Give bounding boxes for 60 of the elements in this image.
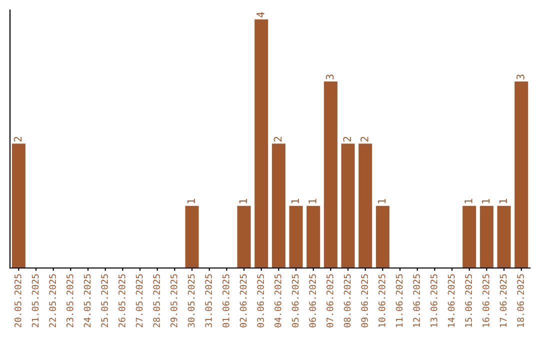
x-tick-label: 02.06.2025 xyxy=(240,274,247,328)
x-tick-label: 30.05.2025 xyxy=(188,274,195,328)
x-tick-label: 18.06.2025 xyxy=(517,274,524,327)
data-label: 1 xyxy=(308,198,316,204)
x-tick-label: 09.06.2025 xyxy=(361,274,368,328)
data-label: 3 xyxy=(326,74,334,80)
bar xyxy=(514,81,528,268)
x-tick-label: 06.06.2025 xyxy=(309,274,316,328)
x-tick-label: 16.06.2025 xyxy=(482,274,490,327)
data-label: 1 xyxy=(378,198,386,204)
bar xyxy=(358,144,372,268)
data-label: 2 xyxy=(360,136,368,142)
x-tick-label: 08.06.2025 xyxy=(344,274,351,328)
x-tick-label: 04.06.2025 xyxy=(274,274,282,328)
bar xyxy=(254,19,268,268)
x-tick-label: 07.06.2025 xyxy=(326,274,334,328)
data-label: 2 xyxy=(274,136,282,142)
x-tick-label: 11.06.2025 xyxy=(396,274,403,327)
data-label: 1 xyxy=(499,198,507,204)
data-label: 1 xyxy=(464,198,472,204)
x-tick-label: 14.06.2025 xyxy=(448,274,455,327)
x-tick-label: 20.05.2025 xyxy=(14,274,22,328)
data-label: 1 xyxy=(239,198,247,204)
x-tick-label: 31.05.2025 xyxy=(205,274,212,328)
bar xyxy=(497,206,511,268)
data-label: 2 xyxy=(14,136,22,142)
data-label: 2 xyxy=(343,136,351,142)
x-tick-label: 21.05.2025 xyxy=(32,274,39,328)
x-tick-label: 25.05.2025 xyxy=(101,274,108,328)
x-tick-label: 05.06.2025 xyxy=(292,274,299,328)
x-tick-label: 26.05.2025 xyxy=(118,274,126,328)
x-tick-label: 15.06.2025 xyxy=(465,274,472,327)
data-label: 3 xyxy=(516,74,524,80)
x-tick-label: 13.06.2025 xyxy=(430,274,438,327)
bar xyxy=(480,206,494,268)
x-tick-label: 29.05.2025 xyxy=(170,274,178,328)
bar xyxy=(306,206,320,268)
bar xyxy=(376,206,390,268)
bar xyxy=(237,206,251,268)
x-tick-label: 24.05.2025 xyxy=(84,274,91,328)
bar xyxy=(272,144,286,268)
data-label: 1 xyxy=(482,198,490,204)
bar xyxy=(462,206,476,268)
x-tick-label: 17.06.2025 xyxy=(500,274,507,327)
x-tick-label: 22.05.2025 xyxy=(49,274,56,328)
bar xyxy=(324,81,338,268)
x-tick-label: 01.06.2025 xyxy=(222,274,230,328)
bar xyxy=(341,144,355,268)
x-tick-label: 12.06.2025 xyxy=(413,274,420,327)
data-label: 4 xyxy=(256,12,264,18)
x-tick-label: 10.06.2025 xyxy=(378,274,386,327)
x-tick-label: 03.06.2025 xyxy=(257,274,264,328)
bar xyxy=(12,144,26,268)
x-tick-label: 27.05.2025 xyxy=(136,274,143,328)
data-label: 1 xyxy=(291,198,299,204)
data-label: 1 xyxy=(187,198,195,204)
bar xyxy=(185,206,199,268)
x-tick-label: 28.05.2025 xyxy=(153,274,160,328)
bar xyxy=(289,206,303,268)
x-tick-label: 23.05.2025 xyxy=(66,274,74,328)
